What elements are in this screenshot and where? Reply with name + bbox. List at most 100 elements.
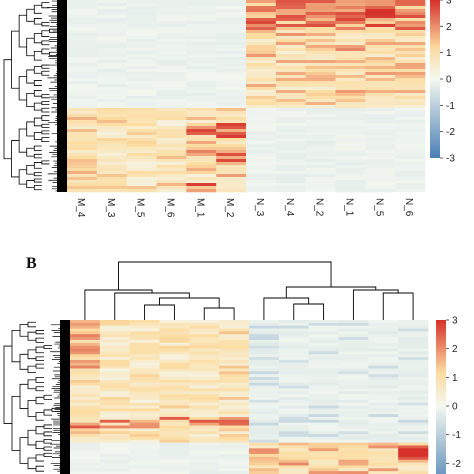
heatmap-cell [129,462,160,466]
heatmap-cell [126,177,157,181]
heatmap-cell [186,66,217,70]
heatmap-cell [365,129,396,133]
heatmap-cell [368,442,399,446]
heatmap-cell [398,320,429,324]
heatmap-cell [395,51,426,55]
heatmap-cell [278,434,309,438]
heatmap-cell [99,405,130,409]
heatmap-cell [70,459,101,463]
heatmap-cell [189,416,220,421]
heatmap-cell [395,168,426,172]
heatmap-cell [246,0,277,4]
heatmap-cell [186,102,217,106]
heatmap-cell [126,168,157,172]
heatmap-cell [278,448,309,452]
column-label: N_2 [314,198,325,217]
heatmap-cell [395,36,426,40]
column-dendrogram [84,261,414,320]
heatmap-cell [67,111,98,115]
heatmap-cell [368,414,399,418]
heatmap-cell [216,96,247,100]
heatmap-cell [398,362,429,366]
heatmap-cell [156,114,187,118]
column-dendrogram-branches [84,261,414,320]
heatmap-cell [70,371,101,375]
heatmap-cell [278,462,309,466]
heatmap-cell [368,422,399,426]
heatmap-cell [398,411,429,415]
heatmap-cell [275,57,306,61]
heatmap-cell [308,459,339,463]
heatmap-cell [395,105,426,109]
heatmap-cell [335,150,366,154]
heatmap-cell [398,368,429,372]
heatmap-cell [308,328,339,332]
heatmap-cell [275,51,306,55]
heatmap-cell [67,105,98,109]
heatmap-cell [335,99,366,103]
heatmap-cell [96,156,127,160]
heatmap-cell [305,183,336,187]
heatmap-cell [249,379,280,384]
heatmap-cell [335,3,366,7]
heatmap-cell [96,66,127,70]
heatmap-cell [249,462,280,466]
heatmap-cell [67,99,98,103]
heatmap-cell [67,81,98,85]
heatmap-cell [96,75,127,79]
heatmap-cell [219,442,250,446]
heatmap-cell [219,456,250,461]
heatmap-cell [308,434,339,438]
heatmap-cell [216,42,247,46]
heatmap-cell [159,337,190,341]
heatmap-cell [189,462,220,466]
heatmap-cell [129,339,160,344]
heatmap-cell [368,397,399,401]
heatmap-cell [96,174,127,178]
heatmap-cell [186,81,217,85]
heatmap-cell [275,81,306,85]
heatmap-cell [395,159,426,163]
heatmap-cell [186,168,217,172]
heatmap-cell [308,425,339,429]
heatmap-cell [216,120,247,124]
heatmap-cell [99,334,130,338]
heatmap-cell [219,471,250,474]
heatmap-cell [216,138,247,142]
heatmap-cell [305,33,336,37]
heatmap-cell [96,186,127,190]
heatmap-cell [305,42,336,46]
heatmap-cell [129,459,160,463]
heatmap-cell [189,439,220,443]
heatmap-cell [99,320,130,324]
heatmap-cell [398,471,429,474]
heatmap-cell [99,331,130,335]
heatmap-cell [275,66,306,70]
heatmap-cell [216,36,247,40]
heatmap-cell [365,69,396,73]
heatmap-cell [365,75,396,79]
heatmap-cell [249,405,280,409]
heatmap-cell [308,325,339,329]
heatmap-cell [129,357,160,361]
heatmap-cell [70,456,101,461]
heatmap-cell [305,6,336,10]
heatmap-cell [398,462,429,466]
heatmap-cell [249,468,280,472]
heatmap-cell [275,141,306,145]
heatmap-cell [335,33,366,37]
heatmap-cell [216,27,247,31]
heatmap-cell [189,405,220,409]
heatmap-cell [156,135,187,139]
heatmap-cell [368,425,399,429]
heatmap-cell [216,126,247,130]
heatmap-cell [67,42,98,46]
heatmap-cell [186,141,217,145]
heatmap-cell [368,377,399,381]
heatmap-cell [395,177,426,181]
heatmap-cell [126,162,157,166]
heatmap-cell [398,354,429,358]
heatmap-cell [246,177,277,181]
heatmap-cell [398,402,429,406]
heatmap-cell [308,331,339,335]
